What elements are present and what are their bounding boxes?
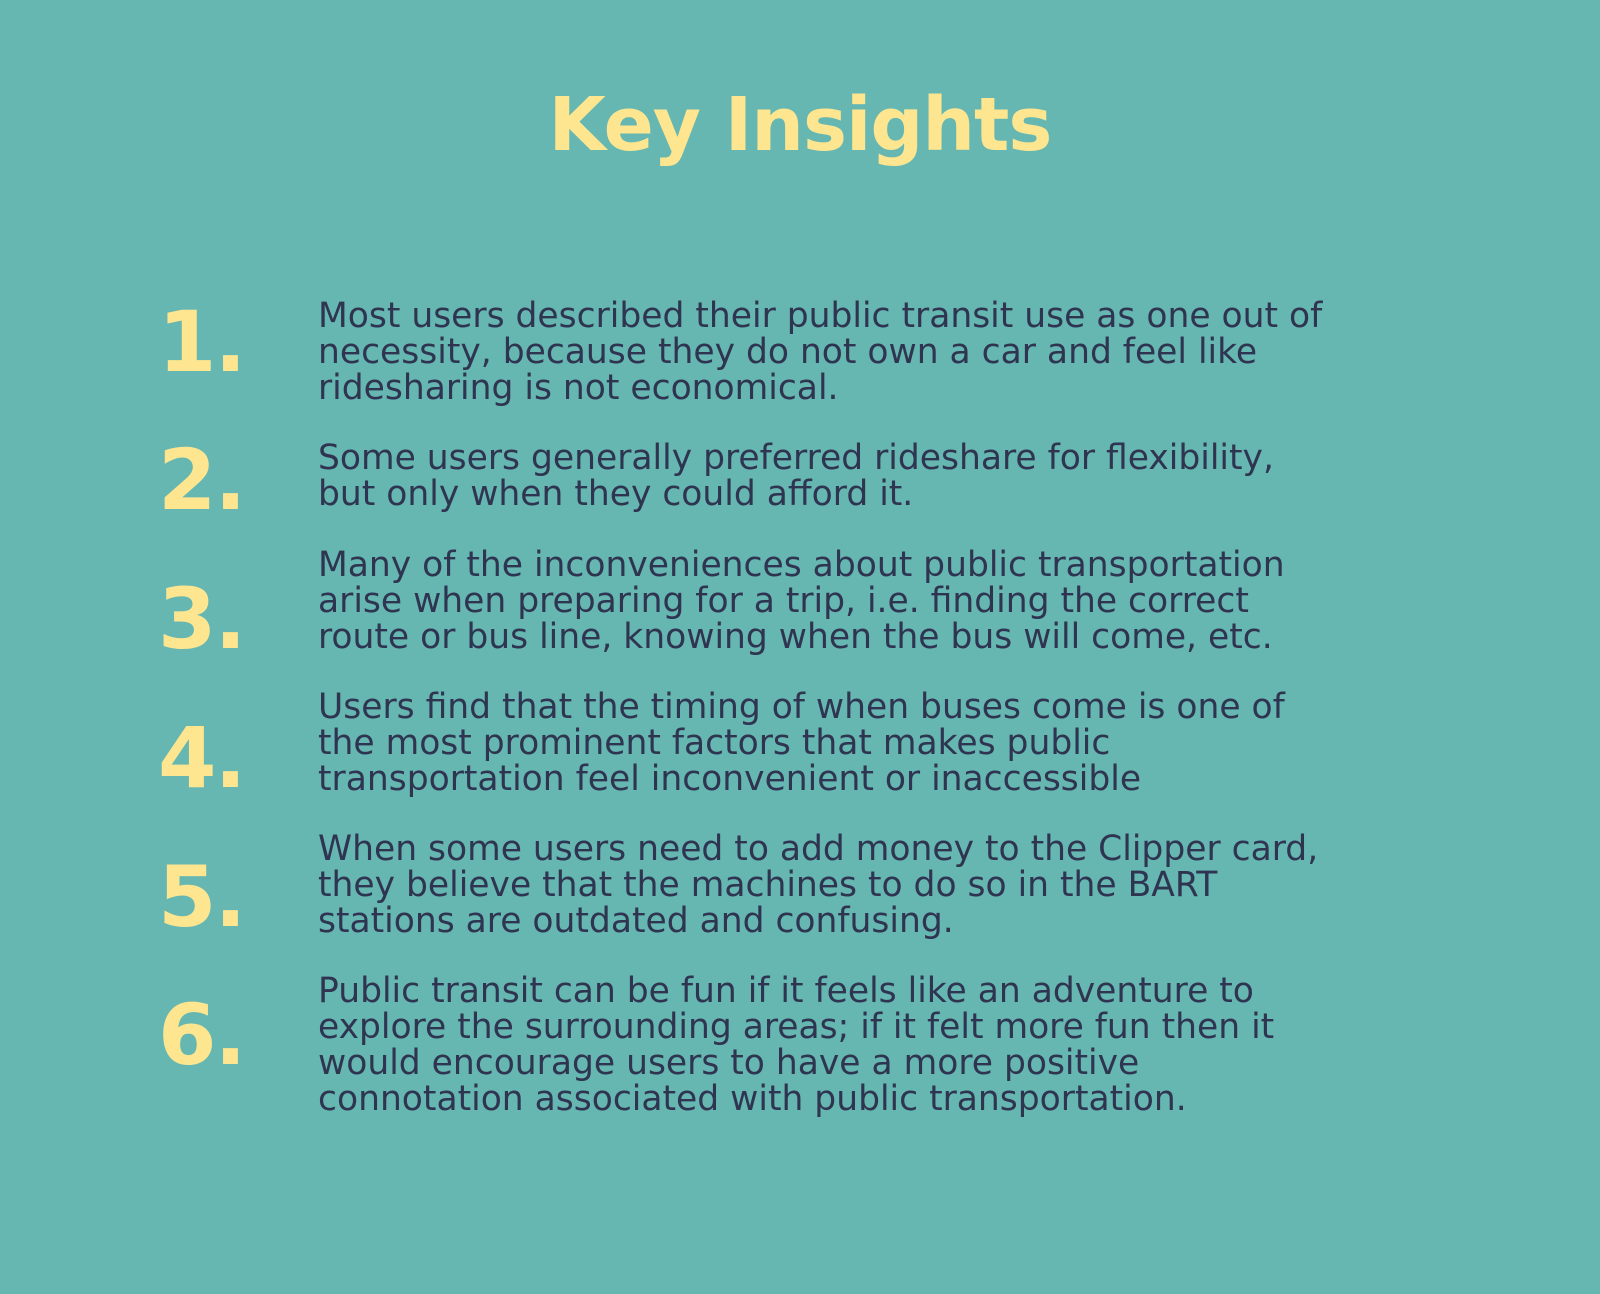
insight-text: Most users described their public transi… xyxy=(318,296,1323,408)
page-title: Key Insights xyxy=(548,82,1053,168)
insight-number: 3. xyxy=(158,570,246,668)
insight-text: Users find that the timing of when buses… xyxy=(318,687,1285,799)
insight-text: When some users need to add money to the… xyxy=(318,829,1319,941)
insight-number: 4. xyxy=(158,709,246,807)
insight-number: 6. xyxy=(158,986,246,1084)
insight-text: Many of the inconveniences about public … xyxy=(318,545,1285,657)
insight-text: Public transit can be fun if it feels li… xyxy=(318,971,1275,1119)
insight-text: Some users generally preferred rideshare… xyxy=(318,438,1274,514)
insight-number: 2. xyxy=(158,431,246,529)
insight-number: 5. xyxy=(158,848,246,946)
insight-number: 1. xyxy=(158,293,246,391)
